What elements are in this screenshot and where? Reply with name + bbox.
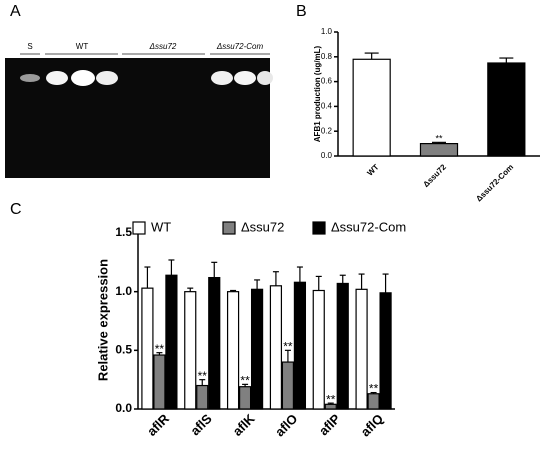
band (46, 71, 68, 85)
x-tick-label: aflQ (358, 411, 386, 439)
band (211, 71, 233, 85)
bar (355, 288, 368, 410)
x-tick-label: aflO (272, 411, 300, 439)
significance: ** (369, 382, 379, 396)
y-tick-label: 0.4 (321, 102, 333, 111)
y-tick-label: 0.8 (321, 52, 333, 61)
band (234, 71, 256, 85)
y-axis-label: AFB1 production (ug/mL) (313, 45, 322, 142)
bar (226, 291, 240, 410)
legend-label: WT (151, 219, 171, 234)
bar (352, 58, 391, 157)
bar (379, 292, 392, 410)
significance: ** (435, 134, 443, 144)
x-tick-label: aflP (316, 411, 344, 439)
bar (293, 281, 307, 410)
gel-image (5, 53, 273, 178)
significance: ** (326, 392, 336, 406)
y-tick-label: 1.0 (115, 284, 132, 298)
bar (196, 384, 209, 410)
bar (312, 289, 325, 410)
bar (153, 354, 166, 410)
y-tick-label: 0.6 (321, 77, 333, 86)
bar (367, 393, 380, 410)
y-axis-label: Relative expression (95, 259, 110, 381)
band (257, 71, 273, 85)
x-tick-label: Δssu72 (421, 162, 448, 189)
bar (184, 291, 197, 410)
significance: ** (283, 340, 293, 354)
x-tick-label: WT (365, 162, 380, 177)
legend-swatch (222, 221, 236, 235)
x-tick-label: aflK (230, 411, 258, 439)
panel-label: A (10, 3, 21, 20)
y-tick-label: 0.5 (115, 343, 132, 357)
lane-label: Δssu72 (149, 42, 177, 51)
bar (487, 62, 526, 157)
x-tick-label: aflR (144, 411, 172, 439)
lane-label: WT (76, 42, 89, 51)
band (96, 71, 118, 85)
legend-swatch (312, 221, 326, 235)
bar (281, 361, 295, 410)
bar (165, 274, 178, 410)
significance: ** (155, 342, 165, 356)
lane-label: S (27, 42, 32, 51)
bar (269, 285, 283, 410)
significance: ** (198, 369, 208, 383)
bar (141, 287, 154, 410)
bar (238, 386, 252, 410)
panel-label: C (10, 201, 22, 218)
legend-label: Δssu72 (241, 219, 284, 234)
x-tick-label: Δssu72-Com (474, 163, 515, 204)
bar (336, 282, 349, 410)
bar (208, 276, 221, 410)
x-tick-label: aflS (187, 411, 215, 439)
y-tick-label: 1.5 (115, 225, 132, 239)
band (20, 74, 40, 82)
panel-label: B (296, 3, 307, 20)
band (71, 70, 95, 86)
lane-label: Δssu72-Com (216, 42, 264, 51)
y-tick-label: 0.0 (321, 151, 333, 160)
y-tick-label: 0.0 (115, 401, 132, 415)
y-tick-label: 0.2 (321, 126, 333, 135)
legend-swatch (132, 221, 146, 235)
legend-label: Δssu72-Com (331, 219, 406, 234)
y-tick-label: 1.0 (321, 27, 333, 36)
bar (250, 288, 264, 410)
significance: ** (240, 374, 250, 388)
bar (419, 143, 459, 157)
